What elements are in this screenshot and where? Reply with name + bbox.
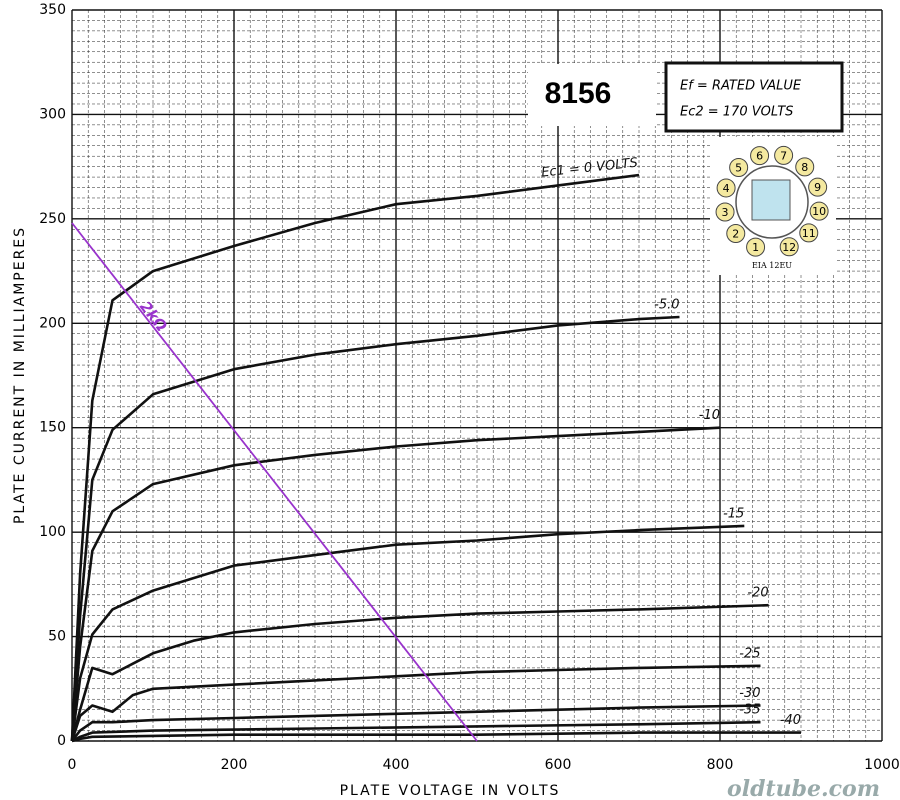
title-box bbox=[528, 64, 656, 126]
y-tick-label: 200 bbox=[39, 315, 66, 331]
chart-title: 8156 bbox=[545, 77, 612, 110]
pin-label: 5 bbox=[735, 161, 742, 174]
pin bbox=[726, 223, 746, 243]
curve bbox=[71, 731, 801, 743]
series-label: -15 bbox=[723, 506, 744, 521]
x-tick-label: 200 bbox=[221, 757, 248, 773]
curve bbox=[70, 315, 680, 742]
series-label: -35 bbox=[739, 703, 760, 718]
series-label: -30 bbox=[739, 686, 760, 701]
curve bbox=[70, 664, 761, 742]
x-tick-label: 0 bbox=[68, 757, 77, 773]
x-axis-label: PLATE VOLTAGE IN VOLTS bbox=[340, 783, 561, 799]
series-label: -40 bbox=[780, 713, 801, 728]
base-circle bbox=[735, 165, 809, 239]
curve bbox=[70, 524, 745, 742]
pin bbox=[808, 177, 828, 197]
condition: Ec2 = 170 VOLTS bbox=[680, 105, 793, 120]
pin bbox=[795, 157, 815, 177]
pin-label: 1 bbox=[752, 241, 759, 254]
pin-label: 2 bbox=[732, 227, 739, 240]
base-label: EIA 12EU bbox=[752, 261, 792, 270]
y-tick-label: 0 bbox=[57, 733, 66, 749]
y-tick-label: 50 bbox=[48, 629, 66, 645]
pin bbox=[715, 202, 735, 222]
pin-label: 11 bbox=[802, 227, 816, 240]
y-axis-label: PLATE CURRENT IN MILLIAMPERES bbox=[12, 226, 28, 524]
y-tick-label: 350 bbox=[39, 2, 66, 18]
pin-label: 9 bbox=[814, 181, 821, 194]
pin-label: 6 bbox=[756, 150, 763, 163]
grid bbox=[71, 9, 883, 742]
watermark: oldtube.com bbox=[727, 776, 880, 800]
pin-label: 10 bbox=[812, 205, 826, 218]
pin-label: 12 bbox=[782, 241, 796, 254]
pin bbox=[774, 145, 794, 165]
tube-symbol bbox=[751, 179, 791, 221]
pin-label: 7 bbox=[780, 149, 787, 162]
y-tick-label: 150 bbox=[39, 420, 66, 436]
x-tick-label: 800 bbox=[707, 757, 734, 773]
pin-label: 4 bbox=[723, 182, 730, 195]
curve bbox=[70, 173, 640, 742]
pin bbox=[746, 237, 766, 257]
curve bbox=[71, 720, 761, 743]
load-line bbox=[71, 222, 478, 742]
series-label: -10 bbox=[699, 408, 720, 423]
pin bbox=[799, 223, 819, 243]
curve bbox=[70, 603, 769, 742]
pin bbox=[750, 146, 770, 166]
curve bbox=[70, 426, 721, 742]
series-label: -20 bbox=[747, 586, 768, 601]
pin-label: 3 bbox=[722, 206, 729, 219]
series-label: -25 bbox=[739, 646, 760, 661]
y-tick-label: 300 bbox=[39, 106, 66, 122]
pin bbox=[729, 157, 749, 177]
conditions-box bbox=[664, 61, 844, 133]
x-tick-label: 1000 bbox=[864, 757, 900, 773]
pin bbox=[809, 201, 829, 221]
y-tick-label: 250 bbox=[39, 211, 66, 227]
x-tick-label: 400 bbox=[383, 757, 410, 773]
curve bbox=[70, 704, 761, 742]
condition: Ef = RATED VALUE bbox=[680, 79, 802, 94]
pin-label: 8 bbox=[801, 161, 808, 174]
x-tick-label: 600 bbox=[545, 757, 572, 773]
series-label: -5.0 bbox=[654, 298, 679, 313]
pin bbox=[779, 237, 799, 257]
pin bbox=[716, 178, 736, 198]
y-tick-label: 100 bbox=[39, 524, 66, 540]
